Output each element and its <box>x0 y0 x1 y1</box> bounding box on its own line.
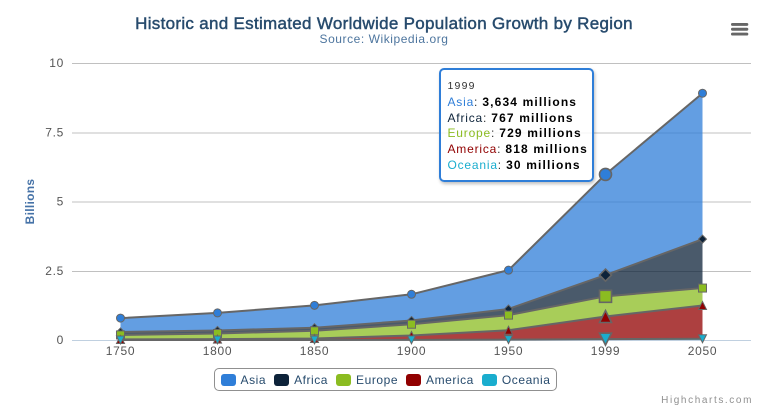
svg-text:10: 10 <box>49 56 64 70</box>
svg-text:1950: 1950 <box>494 344 524 358</box>
svg-text:1800: 1800 <box>203 344 233 358</box>
svg-text:1850: 1850 <box>300 344 330 358</box>
svg-text:Highcharts.com: Highcharts.com <box>661 395 753 406</box>
svg-text:Historic and Estimated Worldwi: Historic and Estimated Worldwide Populat… <box>135 14 633 33</box>
svg-text:2050: 2050 <box>688 344 718 358</box>
svg-text:1900: 1900 <box>397 344 427 358</box>
svg-text:1750: 1750 <box>106 344 136 358</box>
svg-text:7.5: 7.5 <box>45 125 64 139</box>
svg-text:2.5: 2.5 <box>45 264 64 278</box>
svg-text:1999: 1999 <box>591 344 621 358</box>
svg-text:Source: Wikipedia.org: Source: Wikipedia.org <box>320 32 449 46</box>
svg-text:0: 0 <box>57 333 64 347</box>
svg-text:Billions: Billions <box>23 179 37 225</box>
svg-text:5: 5 <box>57 195 64 209</box>
